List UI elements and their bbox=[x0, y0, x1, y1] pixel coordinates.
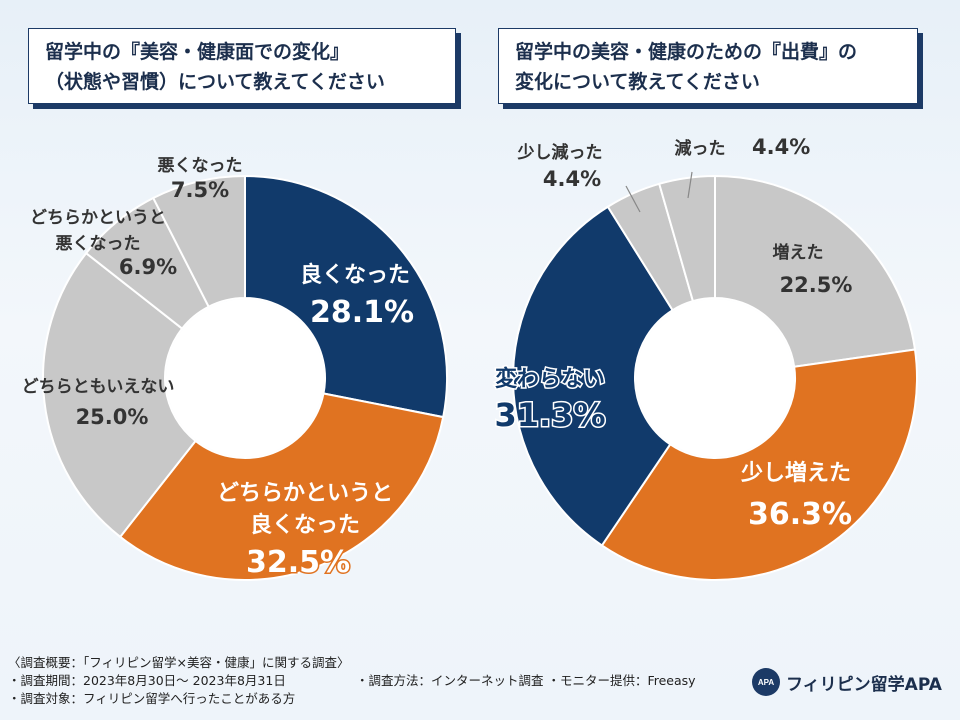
chart2-label-3-1: 変わらない bbox=[495, 366, 605, 392]
chart2-value-5: 4.4% bbox=[752, 135, 810, 159]
brand-name: フィリピン留学APA bbox=[786, 674, 942, 695]
left-title-line-1: 留学中の『美容・健康面での変化』 bbox=[45, 41, 350, 63]
right-donut-chart: 増えた 22.5% 少し増えた 36.3% 変わらない 31.3% 少し減った 4.4% 減った… bbox=[493, 135, 918, 581]
chart1-label-2-2: 良くなった bbox=[250, 512, 360, 538]
apa-logo-icon: APA bbox=[752, 668, 780, 696]
left-donut-chart: 良くなった28.1%どちらかというと良くなった32.5%どちらともいえない25.… bbox=[22, 156, 448, 582]
chart2-value-4: 4.4% bbox=[543, 167, 601, 191]
right-chart-title: 留学中の美容・健康のための『出費』の 変化について教えてください bbox=[498, 28, 918, 104]
chart1-label-4-2: 悪くなった bbox=[56, 234, 141, 254]
left-chart-title: 留学中の『美容・健康面での変化』 （状態や習慣）について教えてください bbox=[28, 28, 456, 104]
chart2-slice-5 bbox=[658, 174, 716, 303]
chart2-slice-2 bbox=[600, 348, 918, 581]
brand-logo: APA フィリピン留学APA bbox=[752, 668, 942, 696]
chart1-label-1-1: 良くなった bbox=[300, 262, 410, 288]
chart2-slice-3 bbox=[512, 205, 674, 547]
chart1-slice-3 bbox=[42, 251, 197, 539]
survey-overview: 〈調査概要：「フィリピン留学×美容・健康」に関する調査〉 bbox=[8, 655, 350, 670]
left-title-line-2: （状態や習慣）について教えてください bbox=[45, 71, 385, 93]
chart2-value-1: 22.5% bbox=[780, 273, 853, 297]
chart2-slice-1 bbox=[714, 174, 917, 368]
survey-method: ・調査方法：インターネット調査 ・モニター提供：Freeasy bbox=[356, 673, 696, 688]
survey-period: ・調査期間：2023年8月30日～ 2023年8月31日 bbox=[8, 673, 286, 688]
chart1-slice-2 bbox=[118, 392, 445, 581]
chart2-label-5-1: 減った bbox=[675, 138, 726, 159]
chart2-donut-hole bbox=[636, 299, 794, 457]
chart2-value-3: 31.3% bbox=[494, 396, 605, 434]
survey-target: ・調査対象：フィリピン留学へ行ったことがある方 bbox=[8, 691, 296, 706]
chart1-value-4: 6.9% bbox=[119, 255, 177, 279]
chart1-slice-1 bbox=[244, 174, 448, 419]
chart1-label-3-1: どちらともいえない bbox=[22, 377, 175, 397]
chart1-label-2-1: どちらかというと bbox=[217, 481, 393, 506]
chart2-leader-line-1 bbox=[687, 171, 693, 199]
chart2-value-2: 36.3% bbox=[748, 497, 852, 532]
chart1-label-5-1: 悪くなった bbox=[158, 156, 243, 176]
right-title-line-2: 変化について教えてください bbox=[515, 71, 760, 93]
chart2-leader-line-2 bbox=[625, 185, 641, 213]
chart1-value-2: 32.5% bbox=[246, 545, 350, 580]
chart1-value-3: 25.0% bbox=[76, 405, 149, 429]
chart2-label-4-1: 少し減った bbox=[517, 142, 603, 163]
right-title-line-1: 留学中の美容・健康のための『出費』の bbox=[515, 41, 858, 63]
chart2-label-2-1: 少し増えた bbox=[740, 460, 851, 486]
chart1-donut-hole bbox=[166, 299, 324, 457]
chart1-value-5: 7.5% bbox=[171, 178, 229, 202]
survey-footer: 〈調査概要：「フィリピン留学×美容・健康」に関する調査〉 ・調査期間：2023年… bbox=[8, 654, 696, 708]
chart1-value-1: 28.1% bbox=[310, 295, 414, 330]
chart1-label-4-1: どちらかというと bbox=[30, 208, 166, 228]
chart1-slice-5 bbox=[151, 174, 246, 309]
chart2-label-1-1: 増えた bbox=[773, 242, 824, 263]
